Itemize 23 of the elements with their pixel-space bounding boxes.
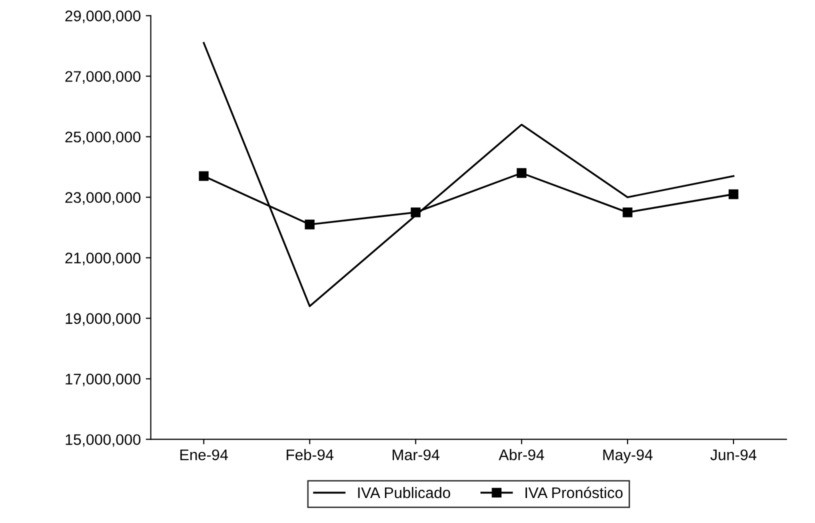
x-tick-label: Jun-94 (710, 449, 756, 460)
line-series (202, 42, 734, 308)
y-tick-label: 25,000,000 (65, 132, 140, 144)
point (728, 189, 738, 200)
y-tick-label: 29,000,000 (65, 10, 140, 24)
x-tick-label: Ene-94 (180, 449, 228, 460)
point (198, 171, 209, 181)
point (304, 220, 315, 230)
legend-label: IVA Pronóstico (526, 486, 623, 498)
y-tick-label: 19,000,000 (66, 313, 140, 326)
point (410, 208, 421, 218)
y-tick-label: 17,000,000 (66, 374, 140, 386)
x-tick-label: Abr-94 (498, 449, 544, 460)
y-tick-label: 21,000,000 (65, 252, 140, 266)
x-tick-label: Feb-94 (286, 449, 334, 460)
x-tick-label: May-94 (603, 449, 653, 464)
y-tick-label: 23,000,000 (65, 192, 140, 205)
x-tick-label: Mar-94 (392, 449, 440, 460)
y-tick-label: 27,000,000 (65, 71, 140, 84)
point (516, 168, 526, 178)
y-tick-label: 15,000,000 (66, 434, 140, 447)
legend-label: IVA Publicado (358, 486, 450, 498)
point (622, 208, 632, 218)
